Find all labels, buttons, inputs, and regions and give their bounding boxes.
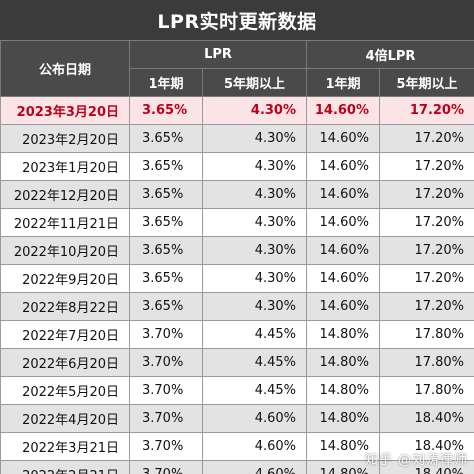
date-cell: 2023年3月20日 [0,96,130,125]
lpr-1-year-cell: 3.65% [129,180,203,209]
header-lpr-1-year: 1年期 [129,68,203,97]
lpr-5-year-cell: 4.30% [201,124,308,153]
table-row: 2023年1月20日 3.65% 4.30% 14.60% 17.20% [0,152,474,181]
date-cell: 2022年7月20日 [0,320,130,349]
lpr-4x-1-year-cell: 14.80% [306,460,381,474]
lpr-4x-1-year-cell: 14.80% [306,376,381,405]
lpr-1-year-cell: 3.70% [129,432,203,461]
date-cell: 2022年8月22日 [0,292,130,321]
lpr-5-year-cell: 4.30% [201,96,308,125]
lpr-4x-5-year-cell: 17.20% [379,96,474,125]
lpr-1-year-cell: 3.65% [129,124,203,153]
lpr-5-year-cell: 4.30% [201,236,308,265]
header-4x-1-year: 1年期 [306,68,381,97]
table-row: 2022年5月20日 3.70% 4.45% 14.80% 17.80% [0,376,474,405]
lpr-5-year-cell: 4.30% [201,208,308,237]
lpr-1-year-cell: 3.70% [129,404,203,433]
header-date: 公布日期 [0,40,130,97]
lpr-rate-table: 公布日期 LPR 4倍LPR 1年期 5年期以上 1年期 5年期以上 2023年… [0,40,474,474]
date-cell: 2022年5月20日 [0,376,130,405]
date-cell: 2023年1月20日 [0,152,130,181]
date-cell: 2022年6月20日 [0,348,130,377]
lpr-4x-5-year-cell: 17.20% [379,236,474,265]
table-row: 2022年6月20日 3.70% 4.45% 14.80% 17.80% [0,348,474,377]
lpr-4x-1-year-cell: 14.80% [306,404,381,433]
lpr-4x-5-year-cell: 17.80% [379,376,474,405]
lpr-1-year-cell: 3.65% [129,236,203,265]
lpr-4x-5-year-cell: 17.20% [379,208,474,237]
date-cell: 2022年4月20日 [0,404,130,433]
date-cell: 2022年10月20日 [0,236,130,265]
lpr-5-year-cell: 4.60% [201,404,308,433]
lpr-4x-5-year-cell: 18.40% [379,432,474,461]
table-row: 2022年10月20日 3.65% 4.30% 14.60% 17.20% [0,236,474,265]
lpr-4x-1-year-cell: 14.60% [306,292,381,321]
lpr-4x-5-year-cell: 17.20% [379,264,474,293]
header-lpr-5-year: 5年期以上 [201,68,308,97]
lpr-1-year-cell: 3.70% [129,376,203,405]
lpr-4x-1-year-cell: 14.80% [306,320,381,349]
lpr-4x-1-year-cell: 14.60% [306,180,381,209]
date-cell: 2023年2月20日 [0,124,130,153]
lpr-4x-5-year-cell: 17.20% [379,152,474,181]
lpr-5-year-cell: 4.30% [201,264,308,293]
table-row: 2022年4月20日 3.70% 4.60% 14.80% 18.40% [0,404,474,433]
lpr-5-year-cell: 4.45% [201,348,308,377]
table-header: 公布日期 LPR 4倍LPR 1年期 5年期以上 1年期 5年期以上 [0,40,474,97]
lpr-5-year-cell: 4.30% [201,292,308,321]
date-cell: 2022年3月21日 [0,432,130,461]
lpr-1-year-cell: 3.65% [129,292,203,321]
table-row: 2022年2月21日3.70%4.60%14.80%18.40% [0,460,474,474]
lpr-4x-1-year-cell: 14.60% [306,264,381,293]
table-row: 2022年3月21日 3.70% 4.60% 14.80% 18.40% [0,432,474,461]
table-row: 2022年11月21日 3.65% 4.30% 14.60% 17.20% [0,208,474,237]
lpr-4x-1-year-cell: 14.60% [306,96,381,125]
lpr-4x-5-year-cell: 17.80% [379,348,474,377]
lpr-1-year-cell: 3.70% [129,460,203,474]
lpr-5-year-cell: 4.60% [201,432,308,461]
lpr-4x-5-year-cell: 17.20% [379,124,474,153]
lpr-4x-5-year-cell: 18.40% [379,460,474,474]
lpr-5-year-cell: 4.30% [201,152,308,181]
lpr-1-year-cell: 3.65% [129,96,203,125]
lpr-1-year-cell: 3.70% [129,320,203,349]
lpr-5-year-cell: 4.30% [201,180,308,209]
table-row: 2022年12月20日 3.65% 4.30% 14.60% 17.20% [0,180,474,209]
lpr-5-year-cell: 4.60% [201,460,308,474]
lpr-4x-1-year-cell: 14.60% [306,152,381,181]
table-row: 2023年3月20日 3.65% 4.30% 14.60% 17.20% [0,96,474,125]
lpr-4x-1-year-cell: 14.60% [306,208,381,237]
lpr-4x-5-year-cell: 18.40% [379,404,474,433]
date-cell: 2022年9月20日 [0,264,130,293]
lpr-4x-5-year-cell: 17.20% [379,180,474,209]
lpr-5-year-cell: 4.45% [201,320,308,349]
date-cell: 2022年11月21日 [0,208,130,237]
date-cell: 2022年12月20日 [0,180,130,209]
header-group-4x-lpr: 4倍LPR [306,40,474,69]
lpr-4x-1-year-cell: 14.60% [306,236,381,265]
table-body: 2023年3月20日 3.65% 4.30% 14.60% 17.20% 2023年2月2… [0,96,474,474]
lpr-4x-5-year-cell: 17.80% [379,320,474,349]
lpr-1-year-cell: 3.70% [129,348,203,377]
lpr-1-year-cell: 3.65% [129,264,203,293]
lpr-4x-1-year-cell: 14.80% [306,348,381,377]
page-title: LPR实时更新数据 [0,0,474,40]
table-row: 2022年8月22日 3.65% 4.30% 14.60% 17.20% [0,292,474,321]
table-row: 2023年2月20日 3.65% 4.30% 14.60% 17.20% [0,124,474,153]
watermark: 知乎 @刘涛律师 [364,453,468,468]
table-row: 2022年9月20日 3.65% 4.30% 14.60% 17.20% [0,264,474,293]
table-row: 2022年7月20日 3.70% 4.45% 14.80% 17.80% [0,320,474,349]
lpr-4x-5-year-cell: 17.20% [379,292,474,321]
lpr-1-year-cell: 3.65% [129,152,203,181]
lpr-5-year-cell: 4.45% [201,376,308,405]
date-cell: 2022年2月21日 [0,460,130,474]
header-group-lpr: LPR [128,40,308,69]
lpr-1-year-cell: 3.65% [129,208,203,237]
header-4x-5-year: 5年期以上 [379,68,474,97]
lpr-4x-1-year-cell: 14.60% [306,124,381,153]
